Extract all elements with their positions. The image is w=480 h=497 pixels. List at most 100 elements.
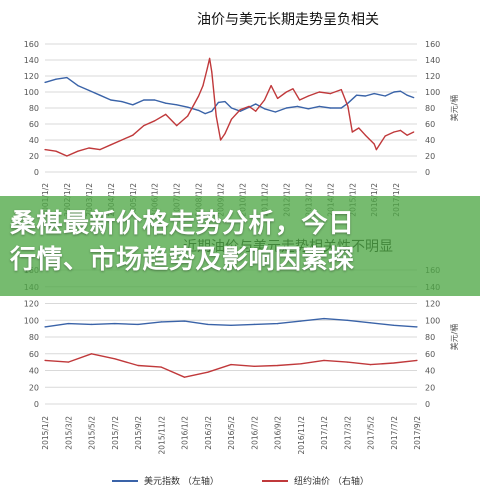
headline-banner: 桑椹最新价格走势分析，今日 行情、市场趋势及影响因素探 [0,196,480,296]
data-point [277,97,279,99]
data-point [220,139,222,141]
data-point [253,365,255,367]
x-tick-label: 2015/7/2 [111,416,120,450]
headline-text: 桑椹最新价格走势分析，今日 行情、市场趋势及影响因素探 [10,206,474,278]
y-right-tick-label: 60 [425,350,435,359]
data-point [176,104,178,106]
y-right-tick-label: 80 [425,333,435,342]
data-point [373,143,375,145]
data-point [323,318,325,320]
data-point [399,90,402,92]
data-point [346,361,348,363]
data-point [416,326,418,328]
x-tick-label: 2017/3/2 [343,416,352,450]
x-tick-label: 2016/7/2 [250,416,259,450]
data-point [110,144,112,146]
data-point [137,364,139,367]
x-tick-label: 2016/3/2 [204,416,213,450]
data-point [160,321,162,323]
data-point [285,91,287,93]
data-point [121,101,123,103]
data-point [66,77,68,79]
y-left-tick-label: 160 [24,40,39,49]
data-point [413,131,415,133]
data-point [211,110,213,112]
y-left-tick-label: 40 [29,136,39,145]
series-line-usd-index [44,76,414,115]
data-point [66,155,68,157]
chart-title: 油价与美元长期走势呈负相关 [197,12,379,28]
data-point [340,89,342,91]
y-left-tick-label: 120 [24,300,39,309]
data-point [274,111,276,113]
data-point [255,110,257,112]
y-right-tick-label: 140 [425,56,440,65]
data-point [406,94,408,96]
data-point [154,99,156,101]
data-point [90,323,93,325]
y-left-tick-label: 20 [29,152,39,161]
data-point [88,89,90,91]
data-point [132,134,134,136]
data-point [276,364,279,367]
data-point [307,108,309,110]
data-point [340,107,342,109]
data-point [393,91,395,93]
y-left-tick-label: 60 [29,350,39,359]
data-point [114,358,116,360]
data-point [413,97,415,99]
data-point [154,120,156,122]
data-point [224,133,226,135]
data-point [143,99,145,101]
data-point [358,127,360,129]
data-point [230,118,233,120]
legend-label: 纽约油价 （右轴） [294,475,369,487]
data-point [239,109,241,111]
data-point [183,320,186,322]
data-point [44,359,46,361]
data-point [384,135,386,137]
data-point [217,101,219,103]
data-point [346,319,348,321]
data-point [263,108,266,110]
y-right-tick-label: 100 [425,88,440,97]
y-right-tick-label: 80 [425,104,435,113]
y-left-tick-label: 20 [29,383,39,392]
data-point [160,366,162,368]
data-point [202,85,204,87]
y-right-tick-label: 60 [425,120,435,129]
data-point [207,323,209,325]
data-point [369,364,372,366]
y-right-tick-label: 0 [425,168,430,177]
x-tick-label: 2016/1/2 [181,416,190,450]
data-point [356,94,358,96]
x-tick-label: 2017/7/2 [390,416,399,450]
data-point [347,105,349,107]
y-right-tick-label: 20 [425,383,435,392]
data-point [329,93,331,95]
y-right-tick-label: 20 [425,152,435,161]
x-tick-label: 2017/1/2 [320,416,329,450]
data-point [90,353,93,355]
y-right-tick-label: 0 [425,400,430,409]
data-point [187,106,189,108]
data-point [114,323,116,325]
x-tick-label: 2016/5/2 [227,416,236,450]
data-point [373,93,375,95]
y-left-tick-label: 60 [29,120,39,129]
data-point [132,104,134,106]
data-point [198,109,200,111]
data-point [44,149,46,151]
data-point [270,85,272,87]
data-point [248,105,250,107]
data-point [230,107,233,109]
data-point [44,81,46,83]
data-point [299,99,301,101]
data-point [44,326,46,328]
data-point [176,125,178,127]
data-point [296,105,298,107]
y-right-axis-label: 美元/桶 [449,95,459,122]
data-point [67,323,69,325]
data-point [384,95,386,97]
x-tick-label: 2015/5/2 [88,416,97,450]
